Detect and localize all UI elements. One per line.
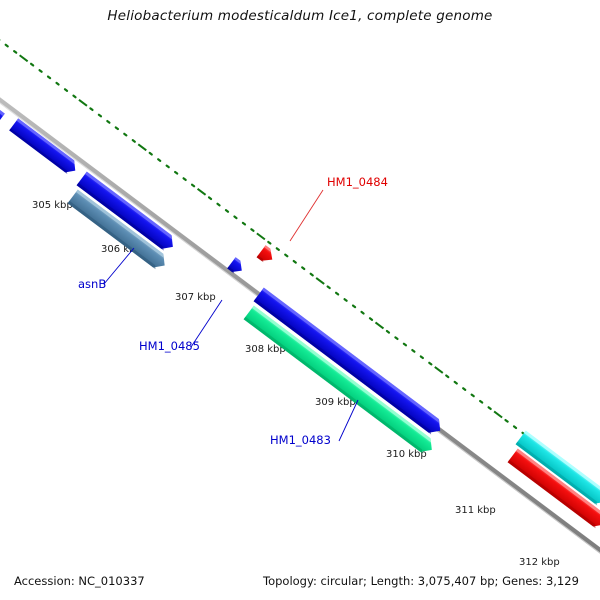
ruler-tick-minor xyxy=(224,209,230,213)
feature-label-asnB[interactable]: asnB xyxy=(78,277,106,291)
ruler-tick-minor xyxy=(250,228,255,232)
ruler-tick-minor xyxy=(334,291,340,296)
feature-label-HM1_0484[interactable]: HM1_0484 xyxy=(327,175,388,189)
ruler-tick-minor xyxy=(284,253,289,258)
leader-HM1_0484 xyxy=(289,189,324,242)
status-bar: Accession: NC_010337 Topology: circular;… xyxy=(0,571,600,600)
feature-label-HM1_0483[interactable]: HM1_0483 xyxy=(270,433,331,447)
ruler-label: 309 kbp xyxy=(315,397,356,408)
ruler-tick-major xyxy=(19,54,29,63)
ruler-tick-minor xyxy=(72,94,77,99)
ruler-tick-major xyxy=(78,98,88,107)
ruler-tick-minor xyxy=(301,266,306,271)
ruler-tick-minor xyxy=(487,406,492,411)
ruler-tick-minor xyxy=(157,158,162,162)
ruler-tick-minor xyxy=(411,348,416,353)
ruler-label: 312 kbp xyxy=(519,557,560,568)
ruler-tick-minor xyxy=(123,132,128,137)
ruler-tick-minor xyxy=(275,247,280,251)
ruler-tick-minor xyxy=(106,119,111,124)
ruler-tick-minor xyxy=(368,317,374,321)
ruler-tick-minor xyxy=(394,336,399,341)
ruler-tick-minor xyxy=(55,81,60,86)
ruler-tick-minor xyxy=(360,310,365,315)
ruler-tick-major xyxy=(137,143,147,152)
ruler-label: 310 kbp xyxy=(386,449,427,460)
ruler-tick-minor xyxy=(343,298,348,302)
ruler-tick-minor xyxy=(479,399,484,404)
ruler-label-group: 305 kbp 306 kbp 307 kbp 308 kbp 309 kbp 310 k… xyxy=(32,200,560,568)
feature-cyan-downstream[interactable] xyxy=(515,430,600,509)
leader-HM1_0483 xyxy=(338,399,359,442)
ruler-tick-minor xyxy=(148,151,153,156)
ruler-tick-minor xyxy=(504,418,509,423)
ruler-tick-major xyxy=(196,188,207,196)
ruler-tick-minor xyxy=(13,50,18,54)
ruler-label: 306 kbp xyxy=(101,244,142,255)
ruler-tick-major xyxy=(434,366,444,374)
feature-HM1_0483-blue[interactable] xyxy=(253,287,446,438)
ruler-tick-minor xyxy=(267,240,272,245)
ruler-label: 305 kbp xyxy=(32,200,73,211)
ruler-tick-minor xyxy=(182,177,187,182)
ruler-tick-minor xyxy=(89,107,94,112)
ruler-tick-minor xyxy=(174,170,179,175)
ruler-tick-minor xyxy=(114,126,119,131)
leader-asnB xyxy=(103,247,135,285)
ruler-tick-group xyxy=(0,39,600,493)
ruler-tick-major xyxy=(493,410,503,419)
ruler-tick-major xyxy=(374,321,385,330)
ruler-tick-major xyxy=(256,232,266,241)
page-title: Heliobacterium modesticaldum Ice1, compl… xyxy=(107,8,493,24)
feature-blue-upstream[interactable] xyxy=(9,118,80,176)
ruler-tick-minor xyxy=(326,285,331,290)
feature-blue-mid[interactable] xyxy=(76,171,178,254)
ruler-tick-minor xyxy=(63,88,69,92)
ruler-tick-minor xyxy=(97,113,103,118)
ruler-tick-minor xyxy=(292,259,297,264)
ruler-label: 307 kbp xyxy=(175,292,216,303)
ruler-tick-minor xyxy=(4,43,9,48)
feature-HM1_0483[interactable] xyxy=(243,305,437,457)
ruler-tick-minor xyxy=(241,221,247,226)
ruler-label: 311 kbp xyxy=(455,505,496,516)
ruler-tick-minor xyxy=(190,183,196,188)
genome-stats-text: Topology: circular; Length: 3,075,407 bp… xyxy=(263,574,579,588)
ruler-tick-minor xyxy=(428,361,433,366)
ruler-tick-minor xyxy=(402,342,408,347)
ruler-tick-minor xyxy=(233,215,238,220)
feature-HM1_0484[interactable] xyxy=(256,245,277,265)
ruler-tick-minor xyxy=(419,355,424,360)
ruler-tick-minor xyxy=(470,393,475,398)
ruler-tick-minor xyxy=(216,202,221,207)
leader-HM1_0485 xyxy=(190,299,223,348)
ruler-tick-minor xyxy=(165,164,170,169)
feature-asnB[interactable] xyxy=(67,189,170,273)
ruler-tick-minor xyxy=(445,374,450,379)
callout-label-group: HM1_0484 asnB HM1_0485 HM1_0483 xyxy=(78,175,388,447)
ruler-tick-minor xyxy=(385,329,391,334)
feature-label-HM1_0485[interactable]: HM1_0485 xyxy=(139,339,200,353)
feature-red-downstream[interactable] xyxy=(507,448,600,532)
ruler-label: 308 kbp xyxy=(245,344,286,355)
ruler-tick-minor xyxy=(512,425,518,430)
callout-leaders xyxy=(103,189,359,442)
ruler-tick-minor xyxy=(453,380,458,385)
ruler-tick-minor xyxy=(131,139,136,143)
ruler-tick-minor xyxy=(351,304,357,309)
ruler-tick-minor xyxy=(309,272,314,277)
ruler-tick-minor xyxy=(46,75,52,80)
ruler-tick-minor xyxy=(29,62,35,67)
feature-HM1_0485[interactable] xyxy=(227,257,246,276)
ruler-tick-minor xyxy=(38,69,43,73)
ruler-tick-major xyxy=(315,277,325,285)
ruler-tick-minor xyxy=(207,196,213,201)
ruler-tick-minor xyxy=(462,387,467,391)
accession-text: Accession: NC_010337 xyxy=(14,574,145,588)
